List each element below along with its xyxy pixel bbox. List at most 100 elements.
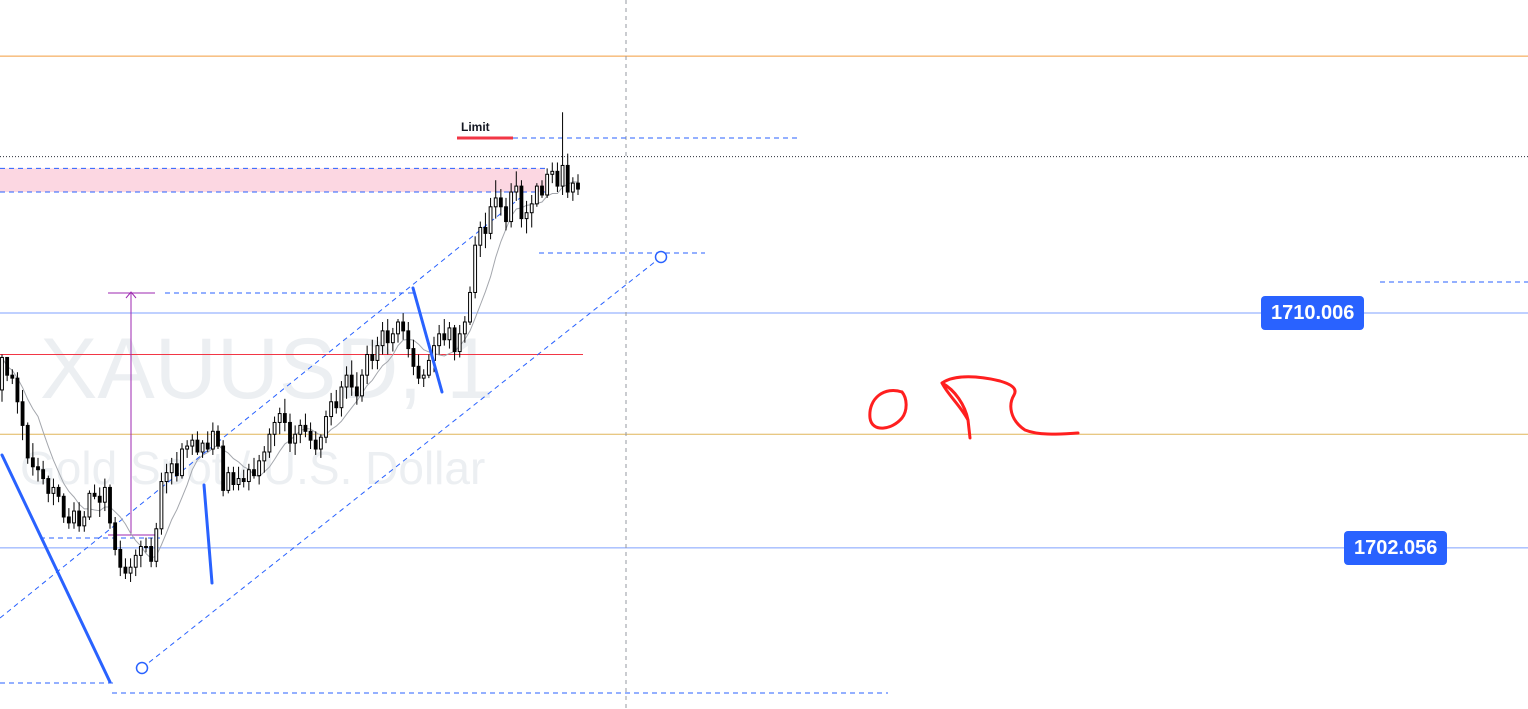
candle[interactable] (375, 336, 380, 370)
candle[interactable] (493, 180, 498, 219)
price-label-1702[interactable]: 1702.056 (1344, 530, 1448, 565)
candle[interactable] (529, 194, 534, 228)
candle[interactable] (128, 558, 133, 582)
candle[interactable] (267, 428, 272, 458)
candle[interactable] (406, 322, 411, 358)
channel-anchor-top[interactable] (654, 250, 668, 264)
candle[interactable] (390, 327, 395, 352)
candle[interactable] (133, 549, 138, 577)
candle[interactable] (457, 324, 462, 358)
candle[interactable] (329, 392, 334, 426)
price-label-1710[interactable]: 1710.006 (1261, 295, 1365, 330)
candle[interactable] (246, 463, 251, 491)
channel-anchor-bottom[interactable] (135, 661, 149, 675)
candle[interactable] (102, 478, 107, 512)
candle[interactable] (180, 443, 184, 479)
candle[interactable] (72, 502, 76, 529)
candle[interactable] (216, 425, 220, 450)
candle[interactable] (236, 466, 241, 491)
candle[interactable] (514, 171, 519, 201)
candle[interactable] (10, 369, 15, 385)
supply-zone[interactable] (0, 168, 545, 193)
candle[interactable] (87, 490, 92, 520)
candle[interactable] (257, 454, 262, 485)
candle[interactable] (30, 443, 35, 476)
candle[interactable] (396, 319, 400, 343)
candle[interactable] (421, 369, 426, 387)
candle[interactable] (452, 324, 457, 361)
candle[interactable] (339, 381, 344, 417)
freehand-drawing[interactable] (868, 375, 1080, 440)
candle[interactable] (144, 537, 148, 553)
candle[interactable] (25, 422, 30, 464)
candle[interactable] (318, 434, 323, 458)
candle[interactable] (272, 416, 277, 447)
candle[interactable] (82, 511, 87, 532)
candle[interactable] (313, 431, 318, 455)
candle[interactable] (360, 369, 364, 402)
candle[interactable] (442, 319, 447, 346)
candle[interactable] (565, 153, 570, 198)
candle[interactable] (205, 431, 210, 452)
candle[interactable] (519, 180, 524, 228)
candle[interactable] (509, 183, 514, 228)
candle[interactable] (97, 487, 102, 517)
candle[interactable] (123, 558, 128, 580)
candle[interactable] (46, 475, 51, 503)
candle[interactable] (365, 345, 370, 385)
candle[interactable] (293, 425, 298, 455)
candle[interactable] (61, 493, 66, 523)
candle[interactable] (138, 540, 143, 568)
candle[interactable] (200, 440, 205, 458)
candle[interactable] (231, 466, 236, 491)
candle[interactable] (370, 339, 375, 370)
candle[interactable] (41, 460, 46, 485)
candle[interactable] (288, 413, 292, 452)
candle[interactable] (159, 472, 164, 535)
candle[interactable] (550, 162, 555, 184)
candle[interactable] (324, 410, 328, 444)
candle[interactable] (277, 407, 282, 435)
candle[interactable] (164, 463, 169, 494)
candle[interactable] (344, 366, 349, 399)
candle[interactable] (226, 466, 231, 494)
candle[interactable] (174, 451, 179, 482)
candle[interactable] (282, 398, 287, 432)
candle[interactable] (36, 457, 40, 482)
candle[interactable] (426, 354, 431, 379)
candle[interactable] (478, 221, 483, 258)
candle[interactable] (118, 540, 123, 577)
candle[interactable] (190, 434, 195, 455)
candle[interactable] (262, 446, 267, 473)
candle[interactable] (113, 516, 118, 556)
candle[interactable] (185, 440, 190, 458)
candle[interactable] (169, 457, 174, 485)
candle[interactable] (540, 180, 544, 198)
candle[interactable] (195, 431, 200, 455)
candle[interactable] (462, 316, 467, 343)
candle[interactable] (210, 422, 215, 455)
candle[interactable] (92, 484, 97, 500)
candle[interactable] (0, 354, 4, 402)
candle[interactable] (576, 174, 580, 195)
candle[interactable] (149, 537, 154, 568)
candle[interactable] (504, 197, 508, 231)
candle[interactable] (334, 389, 339, 414)
candle[interactable] (555, 162, 560, 193)
candle[interactable] (308, 422, 313, 450)
candle[interactable] (108, 484, 112, 529)
impulse-legs[interactable] (0, 286, 444, 684)
candle[interactable] (51, 478, 56, 506)
candle[interactable] (401, 313, 406, 340)
candle[interactable] (298, 419, 303, 444)
candle[interactable] (303, 413, 308, 438)
candle[interactable] (488, 197, 493, 240)
candle[interactable] (473, 236, 478, 299)
candle[interactable] (5, 356, 10, 382)
candle[interactable] (20, 389, 25, 441)
candle[interactable] (534, 183, 539, 207)
candle[interactable] (411, 339, 416, 376)
candle[interactable] (77, 502, 82, 532)
candle[interactable] (468, 286, 472, 325)
candle[interactable] (221, 440, 226, 497)
